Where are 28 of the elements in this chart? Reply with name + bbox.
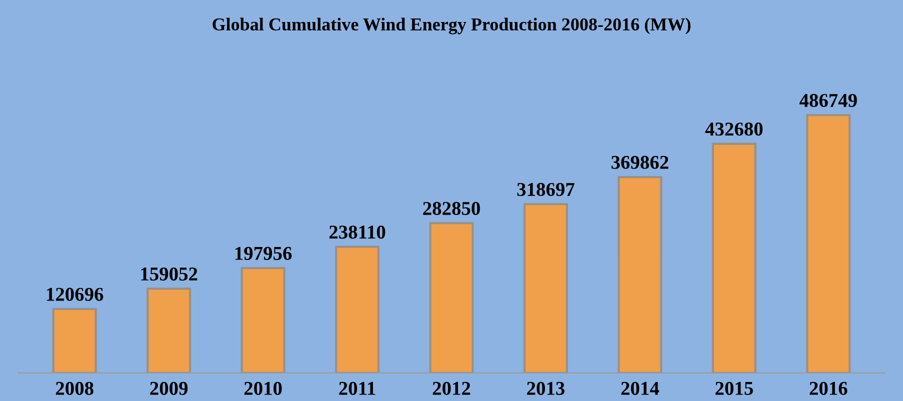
x-tick-label: 2010 [244,382,282,395]
x-tick-label: 2016 [810,382,848,395]
bar [618,176,662,373]
bar [240,267,286,373]
x-tick-label: 2014 [621,382,660,395]
bar [146,288,192,373]
data-label: 238110 [329,226,386,239]
data-label: 432680 [705,122,763,136]
x-tick-label: 2012 [432,382,470,395]
bar [523,203,568,373]
data-label: 318697 [517,182,574,196]
x-tick-label: 2011 [339,382,376,395]
x-tick-label: 2008 [56,382,94,395]
data-label: 369862 [612,156,668,169]
data-label: 197956 [235,246,292,260]
x-tick-label: 2009 [150,382,188,395]
data-label: 282850 [423,202,480,216]
bar [335,246,380,373]
bar [712,142,756,373]
x-tick-label: 2013 [527,382,565,395]
bar [429,222,474,373]
data-label: 159052 [141,267,198,281]
x-tick-label: 2015 [716,382,753,395]
data-label: 120696 [46,288,104,301]
bar [806,114,851,373]
data-label: 486749 [800,94,857,108]
bar [52,308,97,373]
chart-title: Global Cumulative Wind Energy Production 2008-2016 (MW) [212,18,690,34]
